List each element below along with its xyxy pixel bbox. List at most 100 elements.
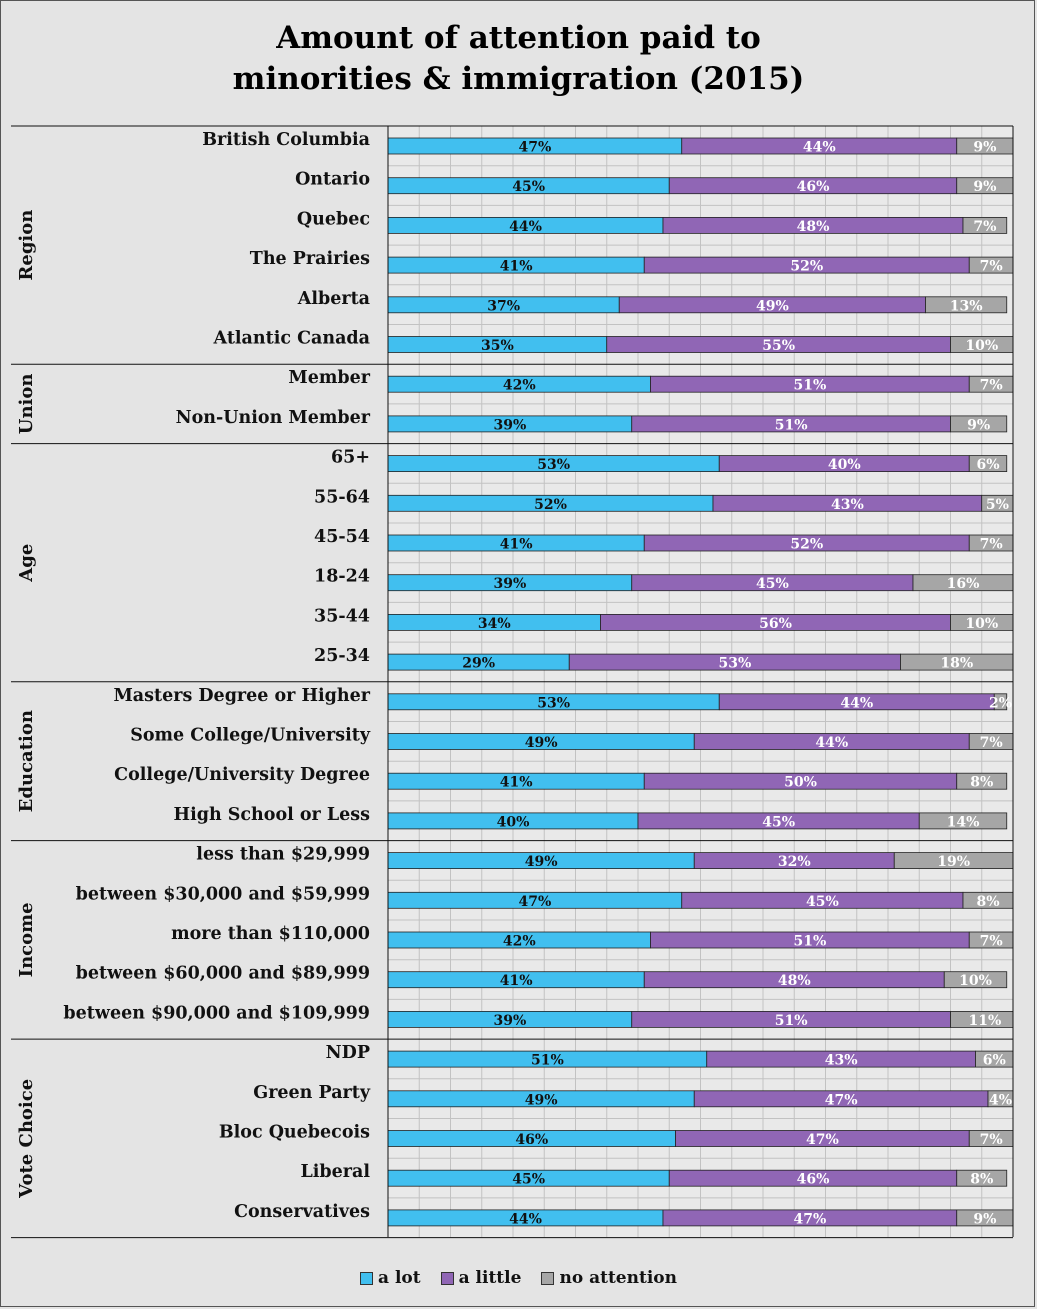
legend-item-no-attention: no attention — [541, 1268, 677, 1288]
category-label: 65+ — [331, 448, 370, 468]
group-label: Income — [16, 902, 37, 977]
data-label-no-attention: 10% — [959, 973, 992, 989]
data-label-no-attention: 7% — [980, 378, 1003, 394]
data-label-a-little: 51% — [775, 1013, 808, 1029]
data-label-a-lot: 39% — [493, 417, 526, 433]
data-label-no-attention: 10% — [965, 338, 998, 354]
data-label-no-attention: 8% — [976, 894, 999, 910]
data-label-a-lot: 51% — [531, 1053, 564, 1069]
data-label-a-little: 44% — [803, 140, 836, 156]
group-label: Age — [16, 544, 37, 583]
data-label-a-little: 56% — [759, 616, 792, 632]
category-label: Quebec — [297, 209, 370, 229]
data-label-no-attention: 8% — [970, 1172, 993, 1188]
data-label-a-little: 46% — [797, 1172, 830, 1188]
data-label-a-little: 43% — [825, 1053, 858, 1069]
data-label-a-little: 43% — [831, 497, 864, 513]
data-label-a-little: 45% — [756, 576, 789, 592]
category-label: Member — [288, 368, 370, 388]
category-label: High School or Less — [174, 805, 371, 825]
data-label-a-little: 51% — [793, 934, 826, 950]
category-label: Masters Degree or Higher — [113, 686, 370, 706]
category-label: Alberta — [297, 289, 370, 309]
data-label-a-little: 47% — [793, 1211, 826, 1227]
data-label-a-lot: 53% — [537, 457, 570, 473]
data-label-no-attention: 9% — [973, 140, 996, 156]
bar-segment-no-attention — [962, 216, 1008, 234]
data-label-a-little: 50% — [784, 775, 817, 791]
bar-segment-no-attention — [943, 971, 1008, 989]
data-label-a-little: 45% — [762, 814, 795, 830]
bar-segment-no-attention — [925, 296, 1008, 314]
data-label-no-attention: 9% — [973, 1211, 996, 1227]
data-label-a-lot: 34% — [478, 616, 511, 632]
data-label-a-little: 45% — [806, 894, 839, 910]
data-label-a-lot: 41% — [500, 259, 533, 275]
data-label-a-little: 32% — [778, 854, 811, 870]
group-label: Region — [16, 210, 37, 281]
data-label-no-attention: 4% — [989, 1092, 1012, 1108]
bar-segment-no-attention — [956, 772, 1008, 790]
category-label: Some College/University — [130, 726, 371, 746]
category-label: British Columbia — [202, 130, 370, 150]
category-label: between $30,000 and $59,999 — [76, 884, 370, 904]
data-label-a-little: 48% — [797, 219, 830, 235]
data-label-no-attention: 5% — [986, 497, 1009, 513]
data-label-no-attention: 19% — [937, 854, 970, 870]
data-label-a-little: 48% — [778, 973, 811, 989]
data-label-a-little: 44% — [815, 735, 848, 751]
data-label-no-attention: 7% — [980, 934, 1003, 950]
group-label: Union — [16, 374, 37, 435]
data-label-a-little: 52% — [790, 259, 823, 275]
data-label-no-attention: 13% — [950, 298, 983, 314]
category-label: more than $110,000 — [171, 924, 370, 944]
data-label-a-lot: 37% — [487, 298, 520, 314]
data-label-no-attention: 6% — [983, 1053, 1006, 1069]
data-label-no-attention: 8% — [970, 775, 993, 791]
category-label: Non-Union Member — [176, 408, 371, 428]
data-label-a-little: 53% — [718, 656, 751, 672]
legend-swatch-a-lot — [360, 1271, 374, 1285]
data-label-a-lot: 44% — [509, 1211, 542, 1227]
data-label-a-little: 49% — [756, 298, 789, 314]
category-label: between $90,000 and $109,999 — [63, 1003, 370, 1023]
chart-title-line-1: Amount of attention paid to — [276, 20, 761, 56]
category-label: 35-44 — [314, 606, 370, 626]
category-label: NDP — [326, 1043, 370, 1063]
chart-title: Amount of attention paid to minorities &… — [0, 18, 1037, 100]
data-label-a-lot: 39% — [493, 1013, 526, 1029]
legend-label-no-attention: no attention — [559, 1268, 677, 1288]
data-label-no-attention: 6% — [976, 457, 999, 473]
data-label-a-little: 47% — [825, 1092, 858, 1108]
data-label-a-lot: 44% — [509, 219, 542, 235]
data-label-a-lot: 41% — [500, 775, 533, 791]
data-label-a-lot: 49% — [525, 735, 558, 751]
data-label-no-attention: 7% — [973, 219, 996, 235]
data-label-a-lot: 45% — [512, 179, 545, 195]
bar-segment-no-attention — [950, 415, 1008, 433]
category-label: The Prairies — [250, 249, 370, 269]
data-label-no-attention: 18% — [940, 656, 973, 672]
data-label-a-lot: 39% — [493, 576, 526, 592]
data-label-a-lot: 46% — [515, 1132, 548, 1148]
bar-segment-no-attention — [918, 812, 1008, 830]
data-label-a-lot: 41% — [500, 973, 533, 989]
legend-swatch-no-attention — [541, 1271, 555, 1285]
category-label: Liberal — [300, 1162, 370, 1182]
category-label: College/University Degree — [114, 765, 370, 785]
data-label-a-little: 51% — [775, 417, 808, 433]
data-label-no-attention: 9% — [973, 179, 996, 195]
data-label-a-lot: 41% — [500, 537, 533, 553]
data-label-no-attention: 16% — [947, 576, 980, 592]
data-label-no-attention: 11% — [968, 1013, 1001, 1029]
category-label: Ontario — [295, 170, 370, 190]
data-label-a-lot: 29% — [462, 656, 495, 672]
data-label-a-lot: 53% — [537, 695, 570, 711]
stacked-bar-chart: British Columbia 47% 44% 9% Ontario 45% 46% 9% Q… — [11, 125, 1014, 1239]
data-label-a-little: 40% — [828, 457, 861, 473]
data-label-a-lot: 47% — [518, 894, 551, 910]
category-label: Atlantic Canada — [213, 329, 370, 349]
legend-swatch-a-little — [440, 1271, 454, 1285]
data-label-a-lot: 42% — [503, 378, 536, 394]
